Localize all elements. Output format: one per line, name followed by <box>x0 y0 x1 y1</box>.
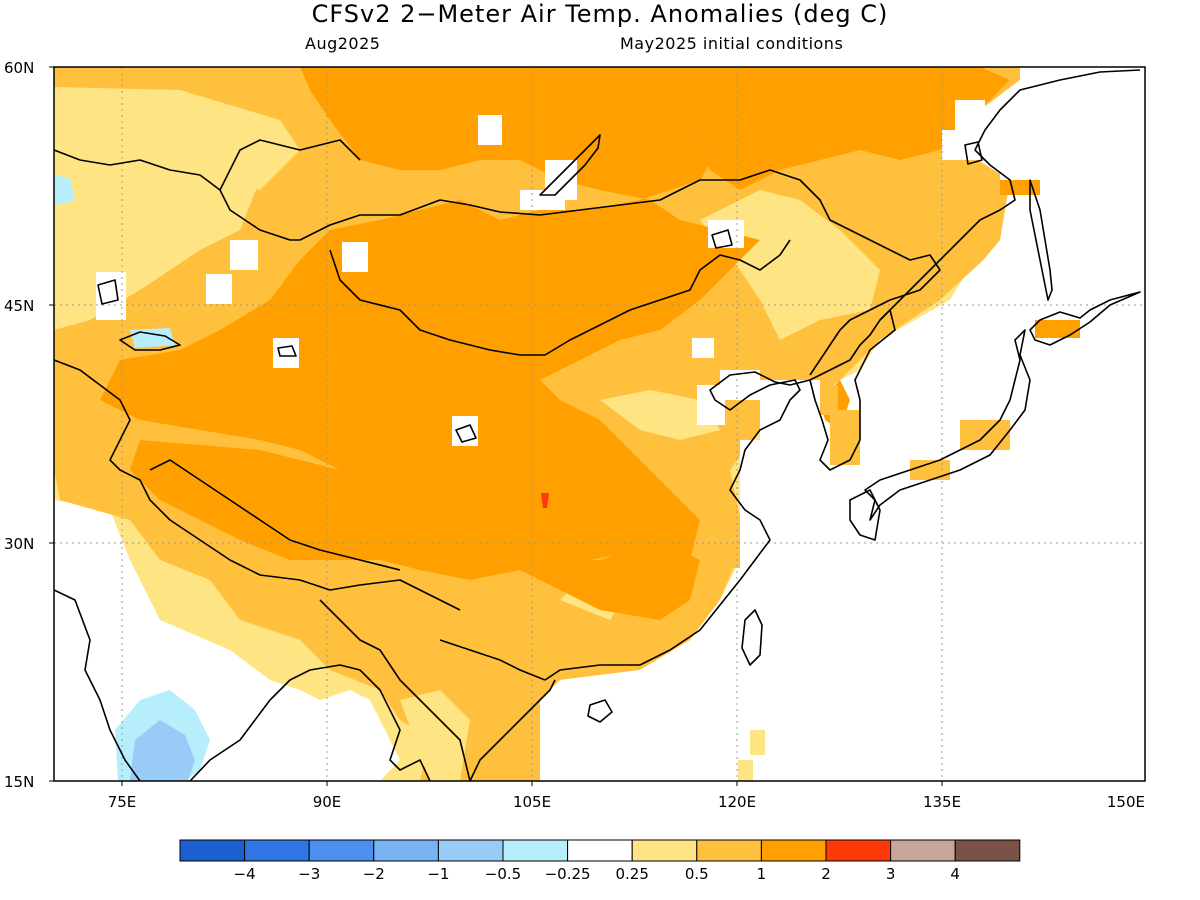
colorbar-label: −0.5 <box>485 865 521 883</box>
lake-issyk-kul <box>277 345 297 357</box>
colorbar: −4 −3 −2 −1 −0.5 −0.25 0.25 0.5 1 2 3 4 <box>179 839 1021 883</box>
lon-label-120e: 120E <box>718 793 756 811</box>
colorbar-swatch <box>244 839 310 862</box>
lon-label-105e: 105E <box>513 793 551 811</box>
lon-label-75e: 75E <box>108 793 137 811</box>
coastline-indochina <box>469 679 556 781</box>
coastline-japan-honshu <box>864 329 1031 521</box>
colorbar-swatch <box>179 839 246 862</box>
anomaly-gt2-northeast-asia <box>700 67 1010 190</box>
colorbar-label: 4 <box>950 865 960 883</box>
border-central-asia <box>54 359 461 611</box>
colorbar-swatch <box>696 839 762 862</box>
anomaly-gt2-region <box>100 67 760 570</box>
initial-conditions: May2025 initial conditions <box>620 34 844 53</box>
colorbar-label: −0.25 <box>545 865 591 883</box>
lake-baikal <box>539 134 601 196</box>
coastline-taiwan <box>741 609 763 666</box>
anomaly-neg-0.5-kazakh <box>54 175 75 205</box>
border-himalaya <box>149 459 401 571</box>
colorbar-label: −3 <box>298 865 320 883</box>
border-myanmar <box>319 599 471 781</box>
lat-label-15n: 15N <box>4 773 34 791</box>
map-frame <box>53 66 1146 782</box>
anomaly-0.5-1-northwest <box>54 87 300 330</box>
colorbar-label: 3 <box>886 865 896 883</box>
lake-aral <box>97 279 119 305</box>
lon-label-150e: 150E <box>1107 793 1145 811</box>
coastline-russia-far-east <box>879 69 1141 321</box>
coastline-sakhalin <box>1029 179 1053 301</box>
colorbar-swatch <box>890 839 956 862</box>
coastline-japan-hokkaido <box>1029 291 1141 346</box>
map-title: CFSv2 2−Meter Air Temp. Anomalies (deg C… <box>311 0 889 28</box>
anomaly-gt2-tibet <box>130 440 700 620</box>
colorbar-label: 0.25 <box>615 865 648 883</box>
anomaly-neg-1-region <box>130 720 195 781</box>
colorbar-label: 0.5 <box>685 865 709 883</box>
border-kazakh <box>54 149 300 241</box>
anomaly-0.5-1-northeast <box>700 190 880 340</box>
colorbar-label: 2 <box>821 865 831 883</box>
colorbar-swatch <box>308 839 375 862</box>
lat-label-60n: 60N <box>4 59 34 77</box>
longitude-labels: 75E 90E 105E 120E 135E 150E <box>108 781 1145 811</box>
lon-label-90e: 90E <box>313 793 342 811</box>
anomaly-gt3-spot <box>541 493 549 508</box>
colorbar-swatch <box>954 839 1021 862</box>
valid-month: Aug2025 <box>305 34 381 53</box>
lake-hulun <box>711 229 733 249</box>
graticule <box>54 67 1145 781</box>
coastline-kyushu <box>849 489 881 541</box>
colorbar-swatch <box>825 839 892 862</box>
colorbar-label: −4 <box>234 865 256 883</box>
colorbar-label: 1 <box>757 865 767 883</box>
colorbar-swatch <box>631 839 698 862</box>
coastline-india <box>54 589 141 781</box>
colorbar-swatch <box>437 839 504 862</box>
lake-balkhash <box>119 331 181 351</box>
border-russia-north <box>219 139 361 191</box>
coastlines-borders <box>54 69 1141 781</box>
anomaly-0.5-1-south <box>400 690 470 781</box>
lake-qinghai <box>455 424 477 443</box>
latitude-labels: 60N 45N 30N 15N <box>4 59 54 791</box>
lat-label-45n: 45N <box>4 297 34 315</box>
coastline-bay-of-bengal <box>189 664 431 781</box>
anomaly-field <box>54 67 1145 781</box>
border-china-mongolia <box>329 239 791 356</box>
colorbar-swatch <box>567 839 633 862</box>
coastline-hainan <box>587 699 613 723</box>
colorbar-swatch <box>373 839 439 862</box>
colorbar-swatch <box>502 839 569 862</box>
coastline-china <box>544 371 811 681</box>
coastal-cells <box>700 180 1080 781</box>
colorbar-label: −2 <box>363 865 385 883</box>
border-laos-vietnam <box>439 639 546 681</box>
lake-khanka <box>964 141 983 165</box>
colorbar-swatch <box>760 839 827 862</box>
border-mongolia <box>299 169 941 376</box>
coastline-korea <box>809 309 896 471</box>
colorbar-label: −1 <box>427 865 449 883</box>
lon-label-135e: 135E <box>923 793 961 811</box>
lat-label-30n: 30N <box>4 535 34 553</box>
